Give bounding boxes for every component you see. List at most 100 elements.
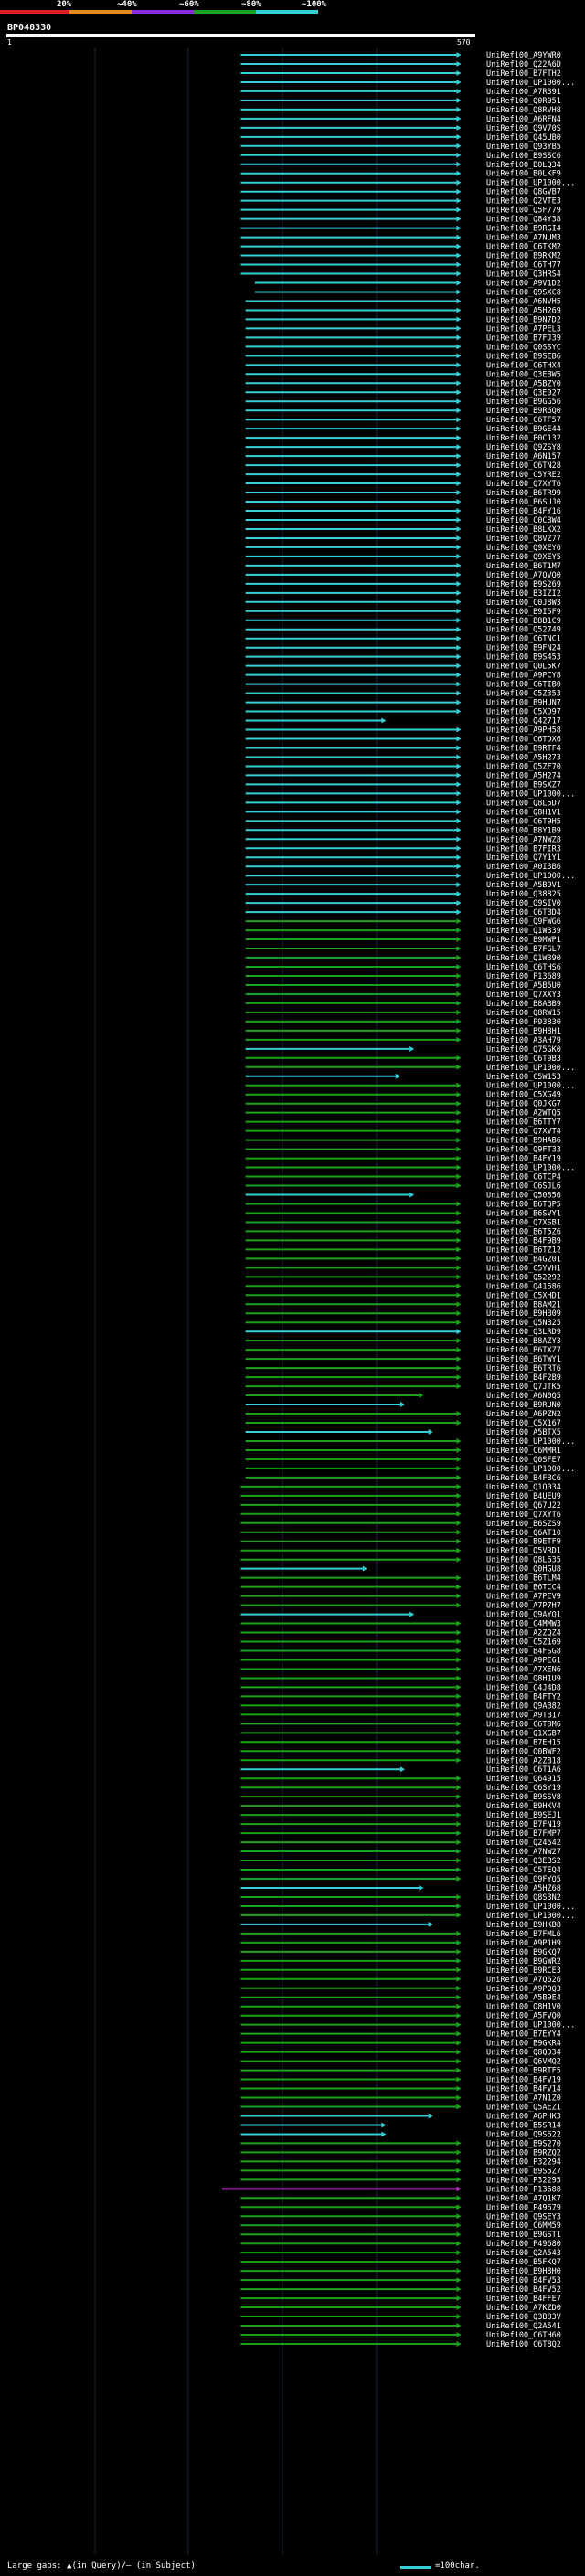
hit-row[interactable]: UniRef100_C5XHD1	[245, 1291, 561, 1300]
hit-row[interactable]: UniRef100_C6TKM2	[240, 243, 561, 252]
hit-row[interactable]: UniRef100_Q7XYT6	[240, 1511, 561, 1520]
hit-row[interactable]: UniRef100_B6T1M7	[245, 562, 561, 571]
hit-name[interactable]: UniRef100_Q8RW15	[486, 1009, 561, 1018]
hit-row[interactable]: UniRef100_C6TN28	[245, 461, 561, 471]
hit-name[interactable]: UniRef100_B9ETF9	[486, 1538, 561, 1547]
hit-name[interactable]: UniRef100_B9H8H0	[486, 2267, 561, 2276]
hit-name[interactable]: UniRef100_Q9AYQ1	[486, 1611, 561, 1620]
hit-row[interactable]: UniRef100_B9R6Q0	[245, 407, 561, 416]
hit-row[interactable]: UniRef100_Q93YB5	[240, 143, 561, 152]
hit-name[interactable]: UniRef100_C4MMW3	[486, 1620, 561, 1629]
hit-row[interactable]: UniRef100_A7PEL3	[245, 324, 561, 334]
hit-name[interactable]: UniRef100_A7NUM3	[486, 234, 561, 243]
hit-row[interactable]: UniRef100_B9SXZ7	[245, 780, 561, 790]
hit-row[interactable]: UniRef100_C6TF57	[245, 416, 561, 425]
hit-name[interactable]: UniRef100_A9PCY8	[486, 672, 561, 681]
hit-name[interactable]: UniRef100_UP1000...	[486, 1465, 575, 1474]
hit-row[interactable]: UniRef100_Q8H1V1	[245, 808, 561, 817]
hit-row[interactable]: UniRef100_C6THS6	[245, 963, 561, 972]
hit-row[interactable]: UniRef100_A7NUM3	[240, 234, 561, 243]
hit-name[interactable]: UniRef100_Q84Y38	[486, 216, 561, 225]
hit-row[interactable]: UniRef100_A3AH79	[245, 1036, 561, 1045]
hit-name[interactable]: UniRef100_Q67U22	[486, 1501, 561, 1511]
hit-name[interactable]: UniRef100_B7FML6	[486, 1930, 561, 1939]
hit-row[interactable]: UniRef100_C6SJL6	[245, 1182, 561, 1192]
hit-row[interactable]: UniRef100_C6T1A6	[240, 1765, 561, 1775]
hit-row[interactable]: UniRef100_B7FN19	[240, 1820, 561, 1829]
hit-name[interactable]: UniRef100_Q38825	[486, 890, 561, 899]
hit-name[interactable]: UniRef100_Q5NB25	[486, 1319, 561, 1328]
hit-row[interactable]: UniRef100_B8LKX2	[245, 525, 561, 535]
hit-name[interactable]: UniRef100_B9R6Q0	[486, 407, 561, 416]
hit-row[interactable]: UniRef100_A5B9V1	[245, 881, 561, 890]
hit-name[interactable]: UniRef100_A0I3B6	[486, 863, 561, 872]
hit-row[interactable]: UniRef100_UP1000...	[245, 1164, 576, 1173]
hit-row[interactable]: UniRef100_UP1000...	[240, 2021, 576, 2030]
hit-row[interactable]: UniRef100_Q0BWF2	[240, 1747, 561, 1756]
hit-name[interactable]: UniRef100_Q8GVB7	[486, 188, 561, 197]
hit-name[interactable]: UniRef100_Q9ZSY8	[486, 443, 561, 452]
hit-name[interactable]: UniRef100_A7QVQ0	[486, 571, 561, 580]
hit-row[interactable]: UniRef100_Q52292	[245, 1273, 561, 1282]
hit-row[interactable]: UniRef100_B7EH15	[240, 1738, 561, 1747]
hit-row[interactable]: UniRef100_A7R391	[240, 88, 561, 97]
hit-name[interactable]: UniRef100_A2ZB18	[486, 1756, 561, 1765]
hit-name[interactable]: UniRef100_Q2VTE3	[486, 197, 561, 207]
hit-name[interactable]: UniRef100_Q8H1V1	[486, 808, 561, 817]
hit-row[interactable]: UniRef100_C6TCP4	[245, 1173, 561, 1182]
hit-name[interactable]: UniRef100_Q8L5D7	[486, 799, 561, 808]
hit-name[interactable]: UniRef100_C5XG49	[486, 1091, 561, 1100]
hit-row[interactable]: UniRef100_Q9XEY6	[245, 544, 561, 553]
hit-row[interactable]: UniRef100_C5XG49	[245, 1091, 561, 1100]
hit-name[interactable]: UniRef100_B8Y1B9	[486, 826, 561, 835]
hit-name[interactable]: UniRef100_B8AZY3	[486, 1337, 561, 1346]
hit-name[interactable]: UniRef100_C5Z353	[486, 690, 561, 699]
hit-row[interactable]: UniRef100_Q45UB0	[240, 133, 561, 143]
hit-name[interactable]: UniRef100_C6TDX6	[486, 736, 561, 745]
hit-name[interactable]: UniRef100_B4FY16	[486, 507, 561, 516]
hit-row[interactable]: UniRef100_B4FV53	[240, 2276, 561, 2285]
hit-row[interactable]: UniRef100_Q3EBW5	[245, 370, 561, 379]
hit-row[interactable]: UniRef100_B6TCC4	[240, 1584, 561, 1593]
hit-row[interactable]: UniRef100_A7N1Z0	[240, 2094, 561, 2104]
hit-name[interactable]: UniRef100_B6TCC4	[486, 1584, 561, 1593]
hit-row[interactable]: UniRef100_B4FTY2	[240, 1692, 561, 1701]
hit-name[interactable]: UniRef100_Q9FYQ5	[486, 1875, 561, 1884]
hit-name[interactable]: UniRef100_C6TH60	[486, 2331, 561, 2340]
hit-row[interactable]: UniRef100_B6TXZ7	[245, 1346, 561, 1355]
hit-row[interactable]: UniRef100_Q0SFE7	[245, 1456, 561, 1465]
hit-name[interactable]: UniRef100_B4UEU9	[486, 1492, 561, 1501]
hit-row[interactable]: UniRef100_B4FSG8	[240, 1648, 561, 1657]
hit-row[interactable]: UniRef100_Q8H1V0	[240, 2003, 561, 2012]
hit-name[interactable]: UniRef100_B7FIR3	[486, 844, 561, 853]
hit-row[interactable]: UniRef100_B9HKB8	[240, 1921, 561, 1930]
hit-name[interactable]: UniRef100_Q3HRS4	[486, 270, 561, 280]
hit-name[interactable]: UniRef100_C5XHD1	[486, 1291, 561, 1300]
hit-row[interactable]: UniRef100_C6T9B3	[245, 1055, 561, 1064]
hit-row[interactable]: UniRef100_B4FV14	[240, 2085, 561, 2094]
hit-name[interactable]: UniRef100_A7Q1K7	[486, 2194, 561, 2203]
hit-name[interactable]: UniRef100_Q9SIV0	[486, 899, 561, 908]
hit-row[interactable]: UniRef100_Q67U22	[240, 1501, 561, 1511]
hit-row[interactable]: UniRef100_A0I3B6	[245, 863, 561, 872]
hit-name[interactable]: UniRef100_C6TBD4	[486, 908, 561, 917]
hit-row[interactable]: UniRef100_P93830	[245, 1018, 561, 1027]
hit-name[interactable]: UniRef100_C6T9B3	[486, 1055, 561, 1064]
hit-name[interactable]: UniRef100_A5H274	[486, 771, 561, 780]
hit-row[interactable]: UniRef100_B9RKM2	[240, 252, 561, 261]
hit-name[interactable]: UniRef100_B3IZI2	[486, 589, 561, 599]
hit-name[interactable]: UniRef100_B7FMP7	[486, 1829, 561, 1839]
hit-row[interactable]: UniRef100_B9N7D2	[245, 315, 561, 324]
hit-row[interactable]: UniRef100_B9HB09	[245, 1309, 561, 1319]
hit-name[interactable]: UniRef100_B4FV53	[486, 2276, 561, 2285]
hit-name[interactable]: UniRef100_B6SVY1	[486, 1209, 561, 1218]
hit-name[interactable]: UniRef100_P49679	[486, 2203, 561, 2212]
hit-name[interactable]: UniRef100_A7P7H7	[486, 1602, 561, 1611]
hit-row[interactable]: UniRef100_C6THX4	[245, 361, 561, 370]
hit-row[interactable]: UniRef100_Q9FYQ5	[240, 1875, 561, 1884]
hit-name[interactable]: UniRef100_C6SJL6	[486, 1182, 561, 1192]
hit-name[interactable]: UniRef100_Q3LRD9	[486, 1328, 561, 1337]
hit-name[interactable]: UniRef100_Q9S622	[486, 2130, 561, 2139]
hit-name[interactable]: UniRef100_A5BTX5	[486, 1428, 561, 1437]
hit-row[interactable]: UniRef100_B9RZQ2	[240, 2148, 561, 2157]
